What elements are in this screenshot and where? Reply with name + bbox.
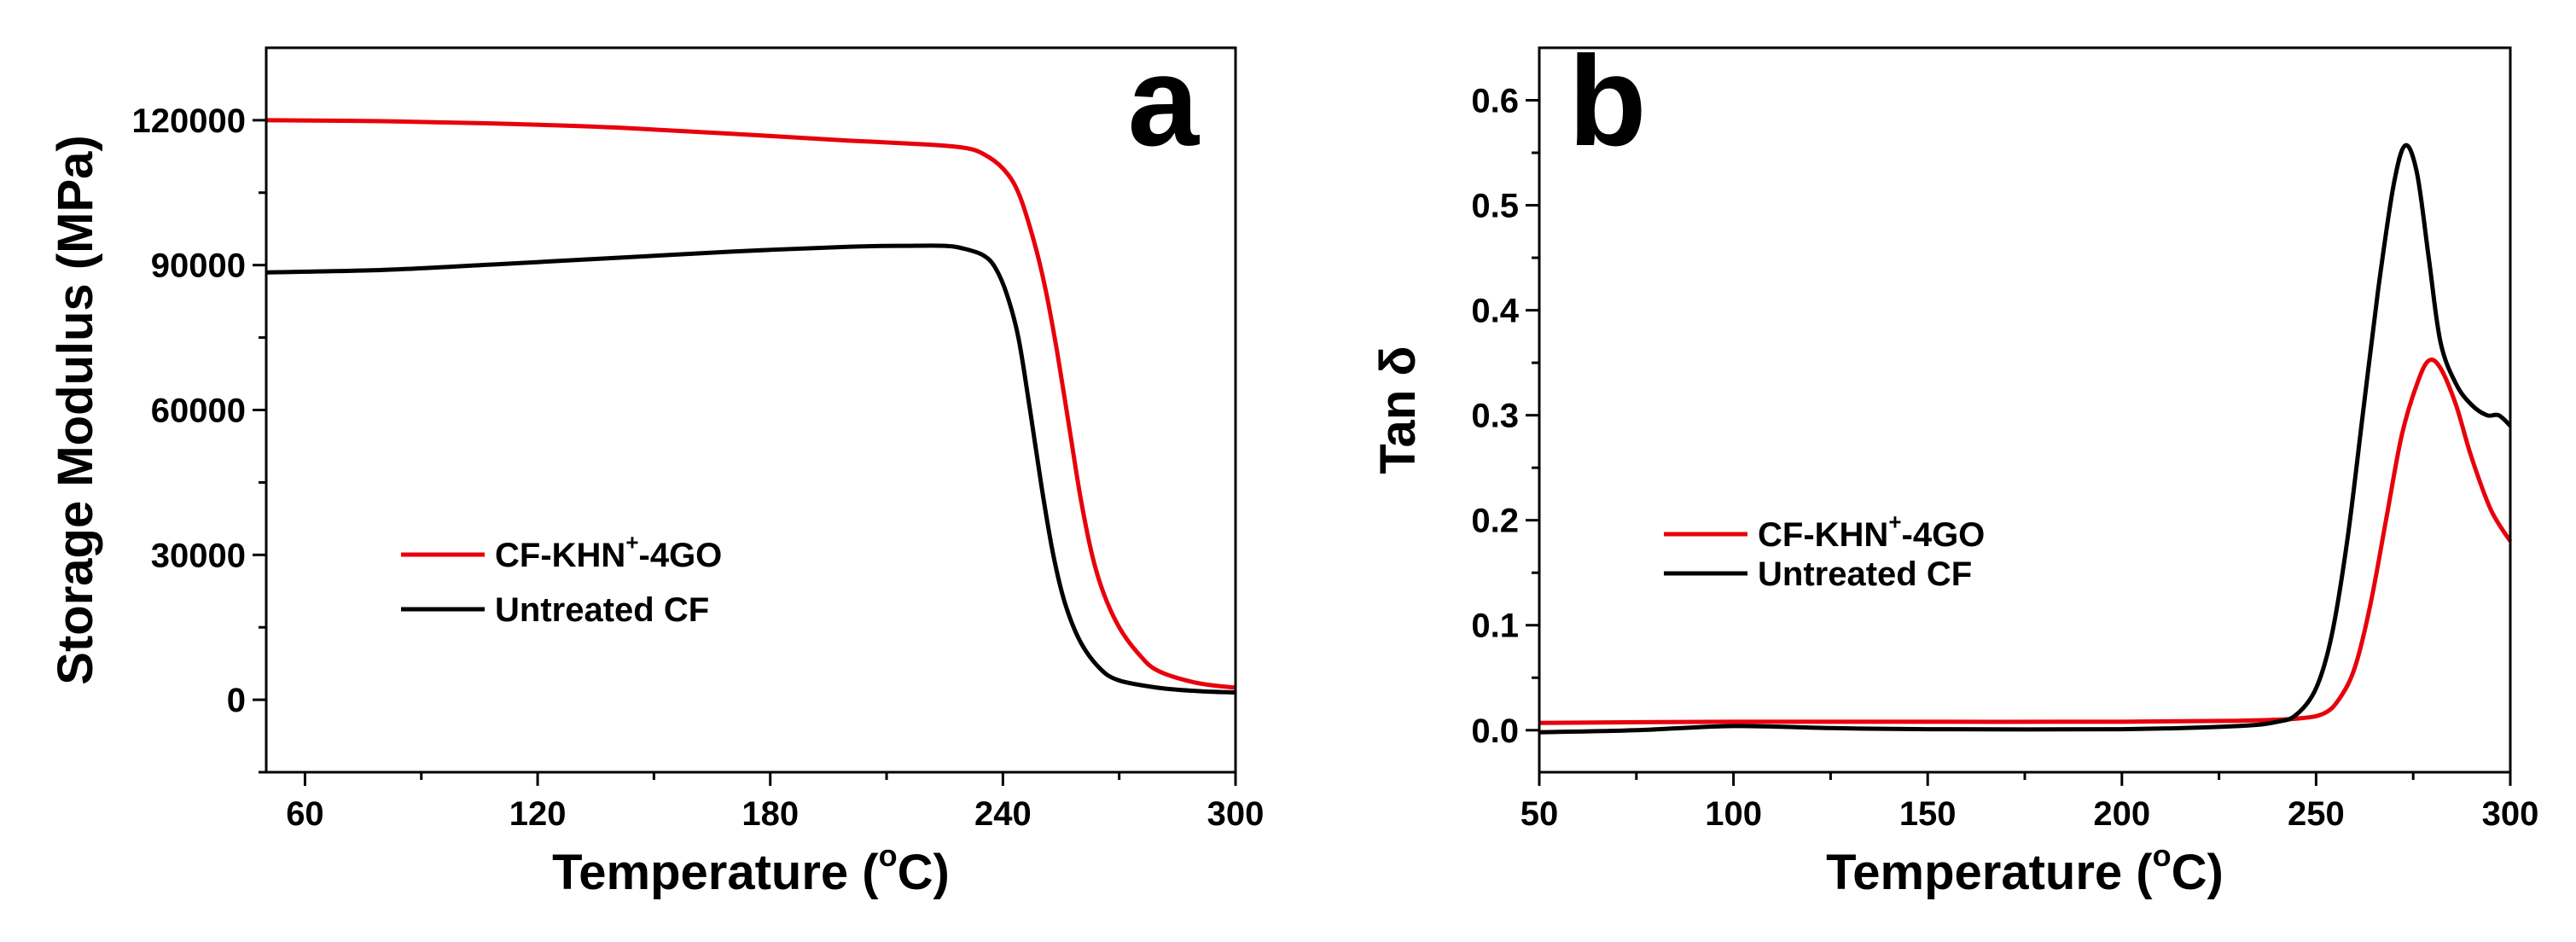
- y-tick-label: 0.5: [1471, 188, 1519, 225]
- y-tick-label: 0.2: [1471, 503, 1519, 540]
- x-axis-title-post: C): [2172, 845, 2224, 900]
- x-tick-label: 300: [1207, 795, 1265, 833]
- legend-label: CF-KHN+-4GO: [495, 530, 722, 575]
- y-tick-label: 0.4: [1471, 293, 1519, 330]
- y-tick-label: 30000: [151, 537, 246, 574]
- x-tick-label: 300: [2482, 795, 2539, 833]
- series-line-cf-khn-4go: [1538, 358, 2513, 725]
- x-tick-label: 60: [286, 795, 324, 833]
- x-axis-title: Temperature (oC): [1826, 838, 2224, 900]
- panel-letter: b: [1568, 29, 1647, 172]
- x-tick-label: 150: [1899, 795, 1957, 833]
- series-line-untreated-cf: [265, 243, 1236, 695]
- legend-label: Untreated CF: [495, 591, 709, 629]
- y-tick-label: 60000: [151, 392, 246, 430]
- legend: CF-KHN+-4GO Untreated CF: [401, 530, 722, 629]
- legend-label-sup: +: [625, 530, 638, 555]
- legend-label-pre: CF-KHN: [495, 537, 625, 574]
- legend-label-pre: Untreated CF: [495, 591, 709, 629]
- y-tick-label: 0.0: [1471, 712, 1519, 750]
- legend-label-post: -4GO: [1902, 516, 1986, 554]
- y-tick-label: 0.1: [1471, 608, 1519, 645]
- x-axis-title-pre: Temperature (: [1826, 845, 2153, 900]
- x-axis-title-sup: o: [879, 838, 898, 873]
- x-axis-title-post: C): [898, 845, 950, 900]
- legend-label-pre: Untreated CF: [1758, 555, 1972, 593]
- legend-label: CF-KHN+-4GO: [1758, 509, 1985, 555]
- legend-label-pre: CF-KHN: [1758, 516, 1888, 554]
- x-axis-title-sup: o: [2153, 838, 2172, 873]
- legend-label-post: -4GO: [639, 537, 723, 574]
- panel-a: 60 120 180 240 300 0 30000 60000 90000 120000 Temp…: [48, 29, 1264, 900]
- x-tick-label: 200: [2093, 795, 2150, 833]
- y-tick-label: 0.6: [1471, 83, 1519, 120]
- y-axis-title: Tan δ: [1370, 346, 1426, 474]
- y-tick-label: 120000: [132, 102, 246, 140]
- y-axis-title: Storage Modulus (MPa): [48, 135, 103, 684]
- panel-b: 50 100 150 200 250 300 0.0 0.1 0.2 0.3 0.4 0.5 0.6 Te…: [1370, 29, 2538, 900]
- y-tick-label: 90000: [151, 247, 246, 285]
- y-tick-label: 0.3: [1471, 398, 1519, 435]
- y-tick-label: 0: [227, 682, 246, 719]
- x-tick-label: 50: [1521, 795, 1559, 833]
- x-tick-label: 180: [741, 795, 799, 833]
- legend-label-sup: +: [1888, 509, 1901, 535]
- series-line-cf-khn-4go: [265, 118, 1236, 690]
- plot-frame: [265, 46, 1237, 774]
- series-line-untreated-cf: [1538, 142, 2512, 735]
- legend-label: Untreated CF: [1758, 555, 1972, 593]
- x-tick-label: 240: [974, 795, 1032, 833]
- x-axis-title-pre: Temperature (: [552, 845, 879, 900]
- x-axis-title: Temperature (oC): [552, 838, 950, 900]
- x-tick-label: 120: [509, 795, 567, 833]
- panel-letter: a: [1128, 29, 1201, 172]
- x-tick-label: 250: [2288, 795, 2345, 833]
- x-tick-label: 100: [1705, 795, 1762, 833]
